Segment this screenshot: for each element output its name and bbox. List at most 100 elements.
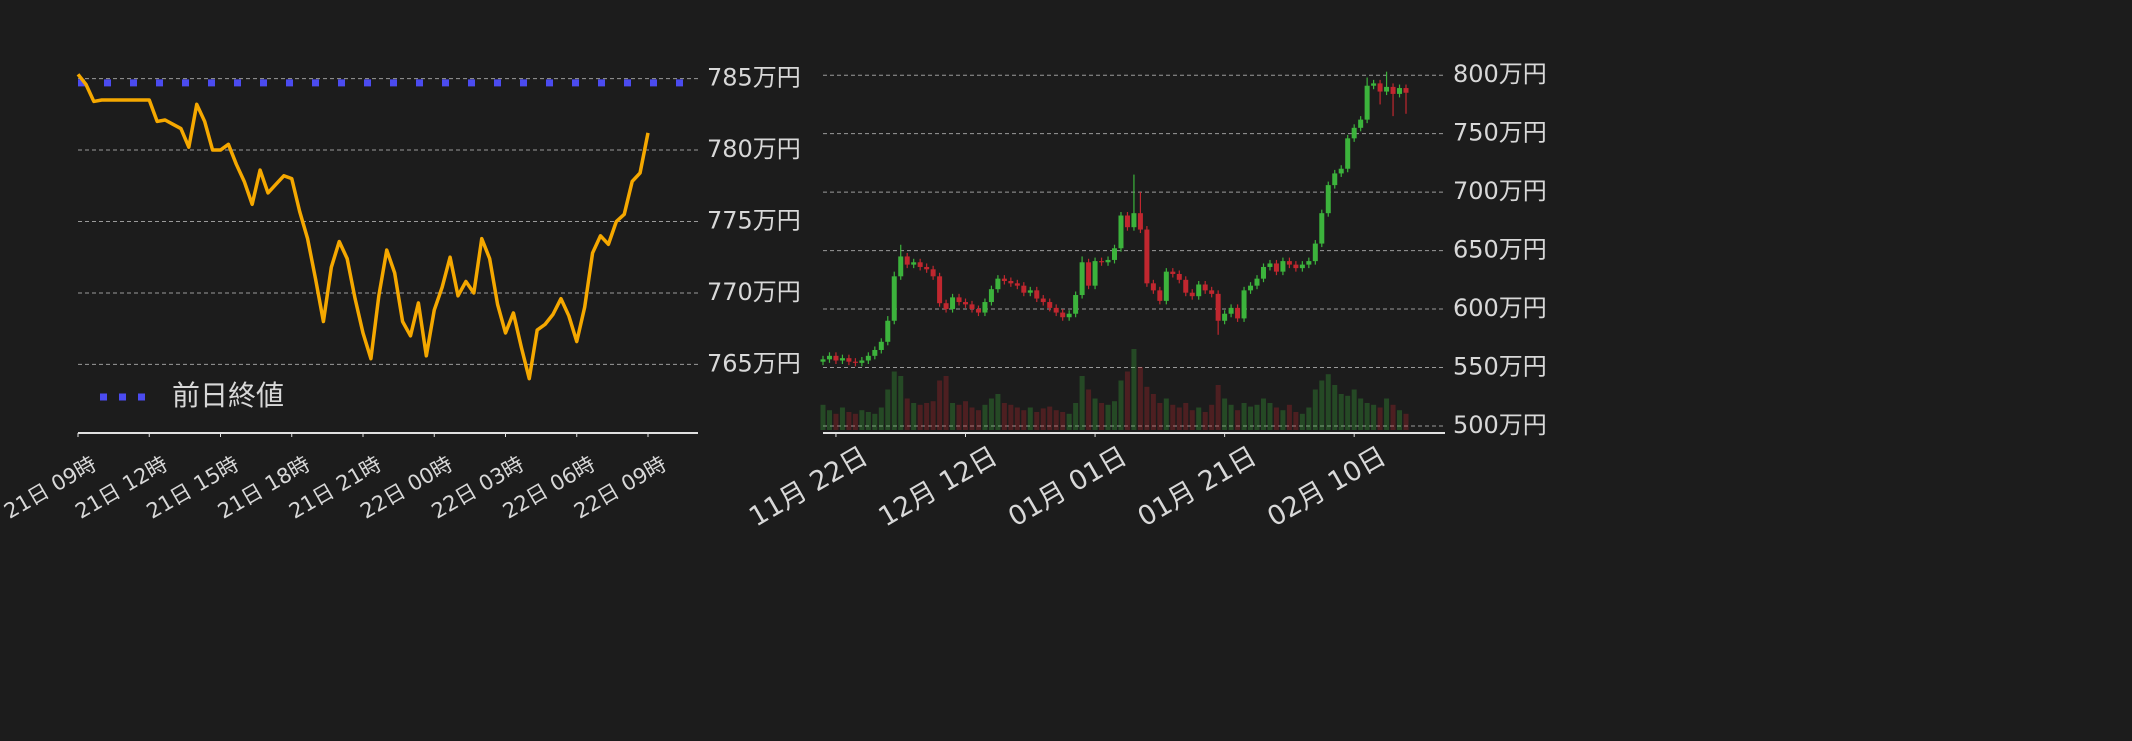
candle-body [898, 256, 904, 277]
candle-body [1222, 313, 1228, 321]
candle-body [878, 341, 884, 350]
volume-bar [975, 410, 981, 430]
volume-bar [1235, 410, 1241, 430]
candle-body [1040, 298, 1046, 303]
volume-bar [1137, 367, 1143, 430]
legend-label: 前日終値 [172, 379, 284, 412]
y-tick-label: 765万円 [707, 349, 801, 377]
y-tick-label: 550万円 [1453, 353, 1547, 381]
candle-body [1306, 261, 1312, 265]
candle-body [1286, 261, 1292, 265]
y-tick-label: 780万円 [707, 135, 801, 163]
volume-bar [1008, 404, 1014, 430]
volume-bar [1014, 407, 1020, 430]
candle-body [982, 302, 988, 313]
candle-body [956, 297, 962, 303]
volume-bar [917, 404, 923, 430]
volume-bar [1332, 385, 1338, 430]
candle-body [1079, 262, 1085, 296]
candle-body [1047, 302, 1053, 308]
candle-body [1144, 229, 1150, 284]
volume-bar [1040, 408, 1046, 430]
candle-body [1209, 290, 1215, 294]
volume-bar [1228, 404, 1234, 430]
volume-bar [1384, 398, 1390, 430]
volume-bar [1319, 380, 1325, 430]
volume-bar [963, 401, 969, 430]
volume-bar [820, 404, 826, 430]
candle-body [852, 361, 858, 363]
candle-body [1319, 213, 1325, 244]
volume-bar [1345, 395, 1351, 430]
volume-bar [846, 412, 852, 430]
volume-bar [1183, 403, 1189, 430]
candle-body [950, 297, 956, 310]
candle-body [1086, 262, 1092, 286]
candle-body [1021, 285, 1027, 293]
volume-bar [1273, 407, 1279, 430]
candle-body [1001, 278, 1007, 281]
volume-bar [924, 403, 930, 430]
volume-bar [1267, 403, 1273, 430]
volume-bar [1260, 398, 1266, 430]
candle-body [1183, 279, 1189, 293]
volume-bar [1325, 374, 1331, 430]
candle-body [1196, 284, 1202, 297]
y-tick-label: 785万円 [707, 64, 801, 92]
volume-bar [1086, 389, 1092, 430]
volume-bar [826, 410, 832, 430]
candle-body [1105, 259, 1111, 263]
candle-body [1267, 263, 1273, 267]
volume-bar [1215, 385, 1221, 430]
candle-body [1131, 213, 1137, 228]
volume-bar [950, 403, 956, 430]
candle-body [1345, 138, 1351, 169]
volume-bar [1299, 413, 1305, 430]
x-tick-label: 12月 12日 [874, 441, 1003, 533]
candle-body [1299, 264, 1305, 269]
volume-bar [1248, 406, 1254, 430]
candle-body [1034, 290, 1040, 299]
volume-bar [1196, 407, 1202, 430]
volume-bar [1351, 389, 1357, 430]
volume-bar [930, 401, 936, 430]
volume-bar [1280, 410, 1286, 430]
volume-bar [878, 407, 884, 430]
candle-body [975, 309, 981, 313]
candle-body [826, 355, 832, 360]
candle-body [1060, 312, 1066, 318]
candle-body [1260, 266, 1266, 279]
volume-bar [911, 403, 917, 430]
candle-body [891, 276, 897, 321]
volume-bar [1144, 386, 1150, 430]
y-tick-label: 650万円 [1453, 236, 1547, 264]
candle-body [988, 289, 994, 303]
volume-bar [839, 407, 845, 430]
candle-body [1351, 127, 1357, 139]
candle-body [885, 320, 891, 342]
volume-bar [1060, 412, 1066, 430]
volume-bar [859, 410, 865, 430]
x-tick-label: 01月 01日 [1003, 441, 1132, 533]
volume-bar [1286, 404, 1292, 430]
volume-bar [1176, 407, 1182, 430]
candle-body [1150, 283, 1156, 291]
candle-body [859, 360, 865, 363]
candle-body [904, 256, 910, 265]
candle-body [1273, 263, 1279, 272]
y-tick-label: 775万円 [707, 206, 801, 234]
candle-body [1358, 119, 1364, 128]
volume-bar [1079, 376, 1085, 430]
candle-body [1371, 83, 1377, 86]
volume-bar [1118, 380, 1124, 430]
volume-bar [1189, 410, 1195, 430]
volume-bar [1157, 403, 1163, 430]
volume-bar [956, 404, 962, 430]
volume-bar [1397, 410, 1403, 430]
volume-bar [1099, 403, 1105, 430]
volume-bar [937, 380, 943, 430]
candle-body [969, 304, 975, 310]
volume-bar [1202, 412, 1208, 430]
candle-body [1066, 313, 1072, 318]
candle-body [1124, 215, 1130, 228]
